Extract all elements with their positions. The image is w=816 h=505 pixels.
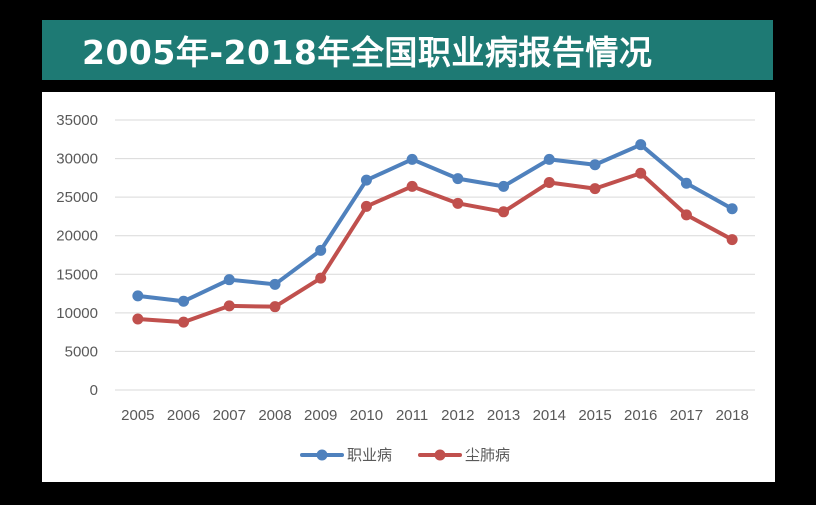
- x-tick-label: 2015: [578, 407, 611, 424]
- data-point: [543, 153, 555, 165]
- x-tick-label: 2017: [670, 407, 703, 424]
- data-point: [452, 173, 464, 185]
- data-point: [589, 183, 601, 195]
- data-point: [315, 272, 327, 284]
- x-tick-label: 2018: [715, 407, 748, 424]
- data-point: [178, 295, 190, 307]
- x-tick-label: 2012: [441, 407, 474, 424]
- data-point: [498, 206, 510, 218]
- data-point: [726, 203, 738, 215]
- data-point: [223, 274, 235, 286]
- y-tick-label: 25000: [56, 189, 98, 206]
- data-point: [680, 209, 692, 221]
- y-tick-label: 30000: [56, 151, 98, 168]
- data-point: [589, 159, 601, 171]
- x-tick-label: 2005: [121, 407, 154, 424]
- y-tick-label: 15000: [56, 266, 98, 283]
- data-point: [315, 244, 327, 256]
- legend-label: 职业病: [347, 446, 392, 464]
- x-tick-label: 2011: [396, 407, 428, 424]
- data-point: [406, 153, 418, 165]
- data-point: [635, 139, 647, 151]
- y-tick-label: 20000: [56, 228, 98, 245]
- x-tick-label: 2007: [213, 407, 246, 424]
- x-tick-label: 2009: [304, 407, 337, 424]
- x-tick-label: 2016: [624, 407, 657, 424]
- data-point: [726, 234, 738, 246]
- y-tick-label: 35000: [56, 112, 98, 129]
- x-tick-label: 2013: [487, 407, 520, 424]
- data-point: [406, 180, 418, 192]
- data-point: [680, 177, 692, 189]
- data-point: [178, 316, 190, 328]
- chart-panel: 0 5000 10000 15000 20000 25000 30000 35000 2005 2…: [42, 92, 775, 482]
- data-point: [635, 167, 647, 179]
- data-point: [223, 300, 235, 312]
- data-point: [269, 278, 281, 290]
- y-tick-label: 10000: [56, 305, 98, 322]
- data-point: [132, 290, 144, 302]
- x-tick-label: 2008: [258, 407, 291, 424]
- legend-label: 尘肺病: [465, 446, 510, 464]
- legend-swatch-marker: [434, 449, 446, 461]
- x-tick-label: 2014: [533, 407, 566, 424]
- x-tick-label: 2010: [350, 407, 383, 424]
- title-bar: 2005年-2018年全国职业病报告情况: [42, 20, 773, 80]
- legend-swatch-marker: [316, 449, 328, 461]
- data-point: [452, 197, 464, 209]
- page-title: 2005年-2018年全国职业病报告情况: [82, 33, 653, 72]
- series-line: [135, 142, 735, 304]
- data-point: [498, 180, 510, 192]
- y-tick-label: 0: [90, 382, 98, 399]
- data-point: [132, 313, 144, 325]
- series-line: [135, 171, 735, 325]
- x-tick-label: 2006: [167, 407, 200, 424]
- data-point: [543, 176, 555, 188]
- data-point: [269, 301, 281, 313]
- data-point: [360, 200, 372, 212]
- data-point: [360, 174, 372, 186]
- line-chart: 0 5000 10000 15000 20000 25000 30000 35000 2005 2…: [56, 112, 755, 464]
- y-tick-label: 5000: [65, 343, 98, 360]
